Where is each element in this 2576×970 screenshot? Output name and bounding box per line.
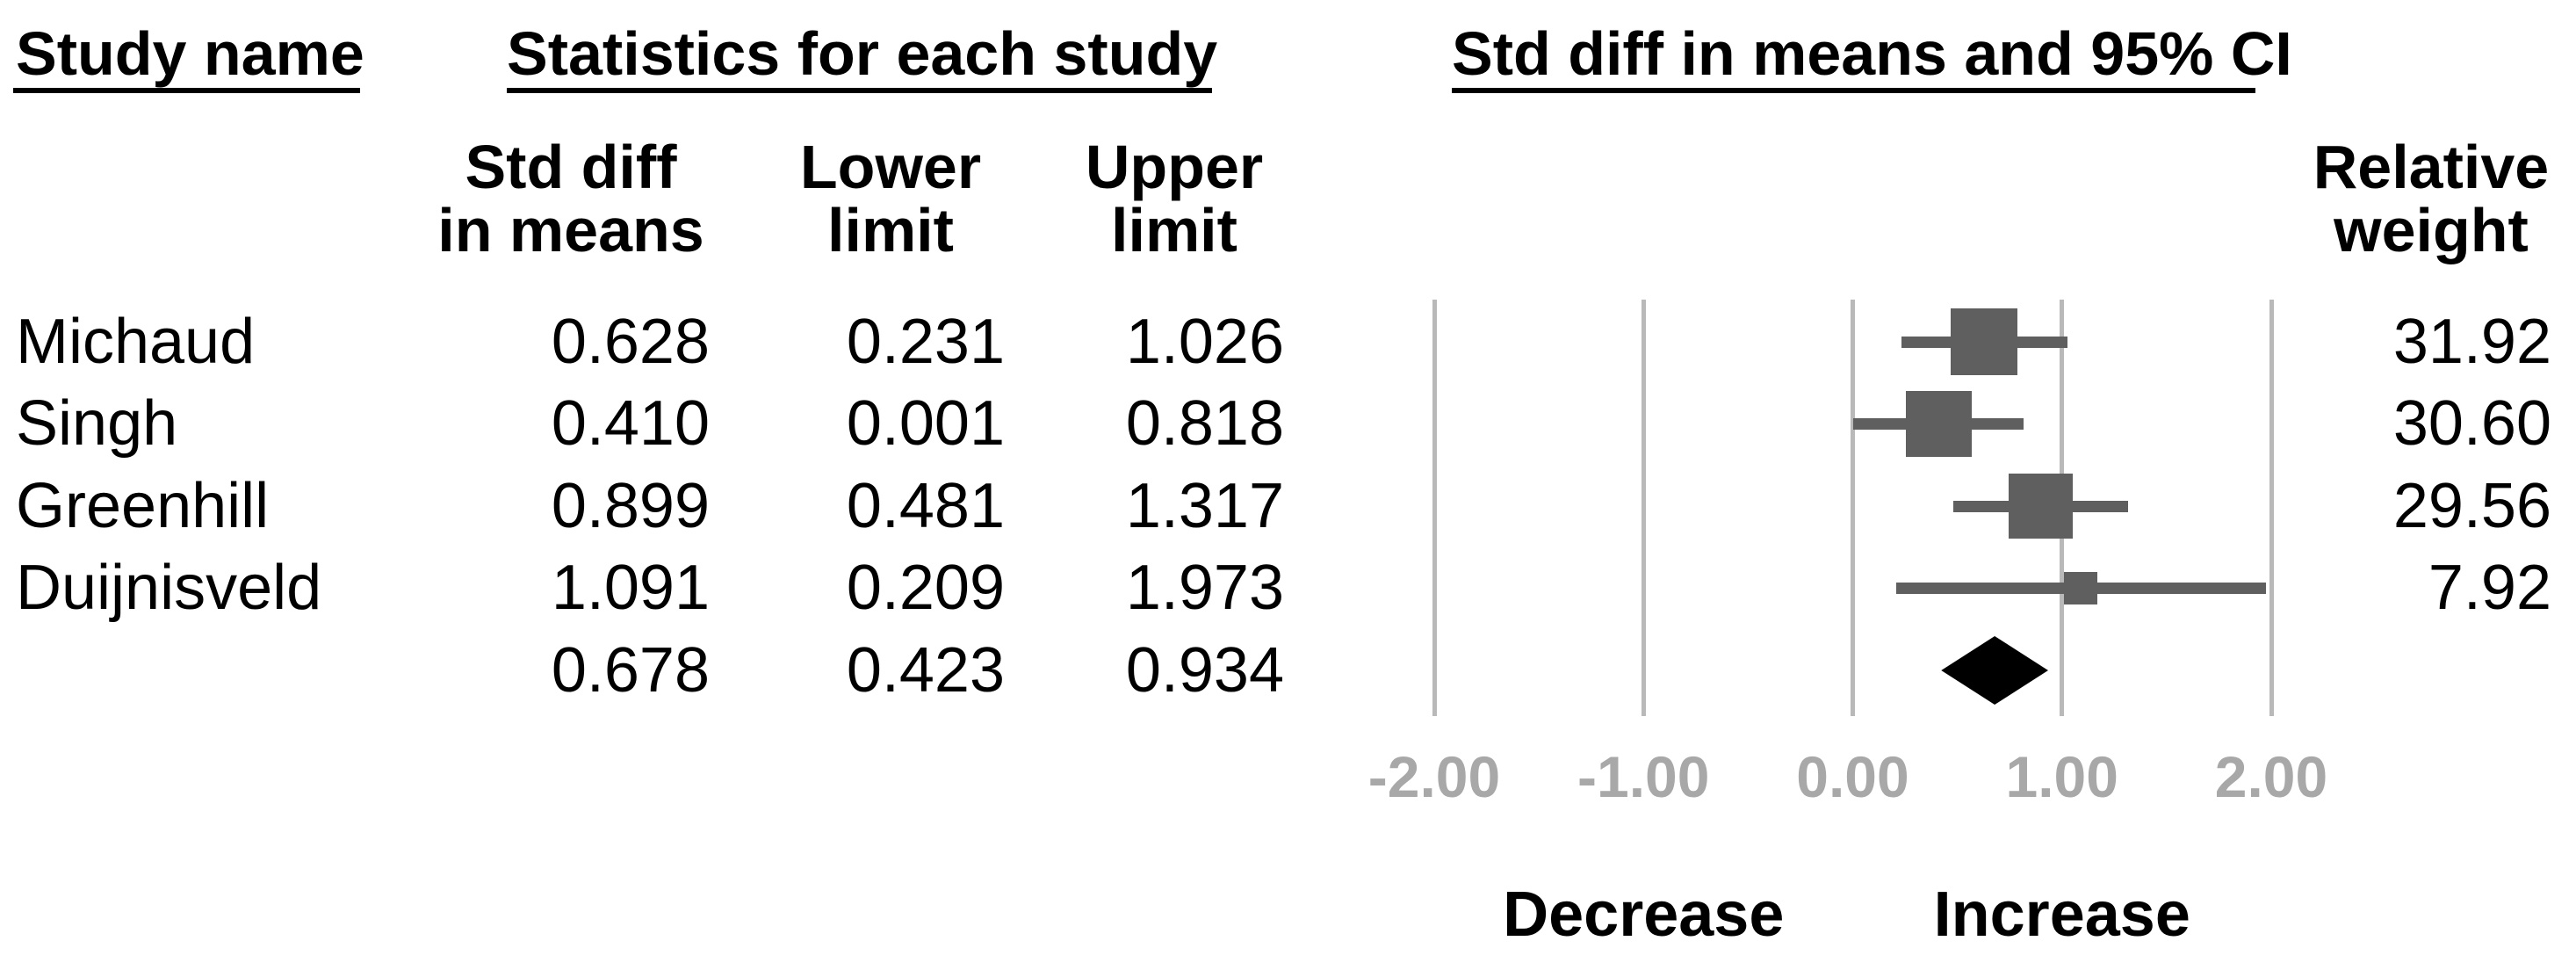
upper-limit-cell: 1.317 [1125,471,1284,541]
col-header-upper-limit: Upper limit [1043,135,1306,262]
plot-group-header: Std diff in means and 95% CI [1452,19,2292,93]
study-name-cell: Duijnisveld [16,553,322,623]
gridline [1432,300,1437,716]
col-header-weight-line1: Relative [2313,133,2550,201]
std-diff-cell: 0.628 [551,307,710,377]
table-row: Michaud 0.628 0.231 1.026 31.92 [0,303,2576,380]
increase-label: Increase [1933,880,2190,950]
relative-weight-cell: 31.92 [2392,307,2551,377]
col-header-std-diff: Std diff in means [395,135,747,262]
gridline [2269,300,2274,716]
table-row: Greenhill 0.899 0.481 1.317 29.56 [0,467,2576,545]
gridline [1641,300,1646,716]
col-header-std-diff-line2: in means [437,196,704,264]
effect-square [2064,571,2098,605]
summary-lower-limit-cell: 0.423 [846,635,1005,706]
col-header-upper-line1: Upper [1085,133,1264,201]
lower-limit-cell: 0.209 [846,553,1005,623]
lower-limit-cell: 0.481 [846,471,1005,541]
axis-tick-label: -2.00 [1367,744,1501,809]
statistics-group-header: Statistics for each study [507,19,1217,93]
table-row: Singh 0.410 0.001 0.818 30.60 [0,385,2576,462]
upper-limit-cell: 1.973 [1125,553,1284,623]
std-diff-cell: 1.091 [551,553,710,623]
upper-limit-cell: 0.818 [1125,388,1284,459]
summary-std-diff-cell: 0.678 [551,635,710,706]
col-header-relative-weight: Relative weight [2255,135,2576,262]
study-name-cell: Greenhill [16,471,270,541]
col-header-lower-line1: Lower [799,133,982,201]
lower-limit-cell: 0.001 [846,388,1005,459]
relative-weight-cell: 7.92 [2428,553,2551,623]
decrease-label: Decrease [1503,880,1785,950]
col-header-weight-line2: weight [2334,196,2529,264]
gridline [1851,300,1855,716]
summary-row: 0.678 0.423 0.934 [0,632,2576,709]
effect-square [2008,474,2074,539]
effect-square [1950,308,2018,376]
col-header-std-diff-line1: Std diff [465,133,677,201]
std-diff-cell: 0.410 [551,388,710,459]
relative-weight-cell: 29.56 [2392,471,2551,541]
study-name-header: Study name [13,19,364,93]
std-diff-cell: 0.899 [551,471,710,541]
lower-limit-cell: 0.231 [846,307,1005,377]
relative-weight-cell: 30.60 [2392,388,2551,459]
table-row: Duijnisveld 1.091 0.209 1.973 7.92 [0,549,2576,626]
col-header-lower-line2: limit [827,196,954,264]
axis-tick-label: 2.00 [2214,744,2328,809]
summary-diamond [1941,636,2048,705]
col-header-lower-limit: Lower limit [759,135,1022,262]
axis-tick-label: 1.00 [2005,744,2118,809]
study-name-cell: Singh [16,388,178,459]
study-name-cell: Michaud [16,307,256,377]
axis-tick-label: 0.00 [1796,744,1909,809]
summary-upper-limit-cell: 0.934 [1125,635,1284,706]
col-header-upper-line2: limit [1111,196,1237,264]
effect-square [1905,391,1972,457]
upper-limit-cell: 1.026 [1125,307,1284,377]
axis-tick-label: -1.00 [1577,744,1710,809]
